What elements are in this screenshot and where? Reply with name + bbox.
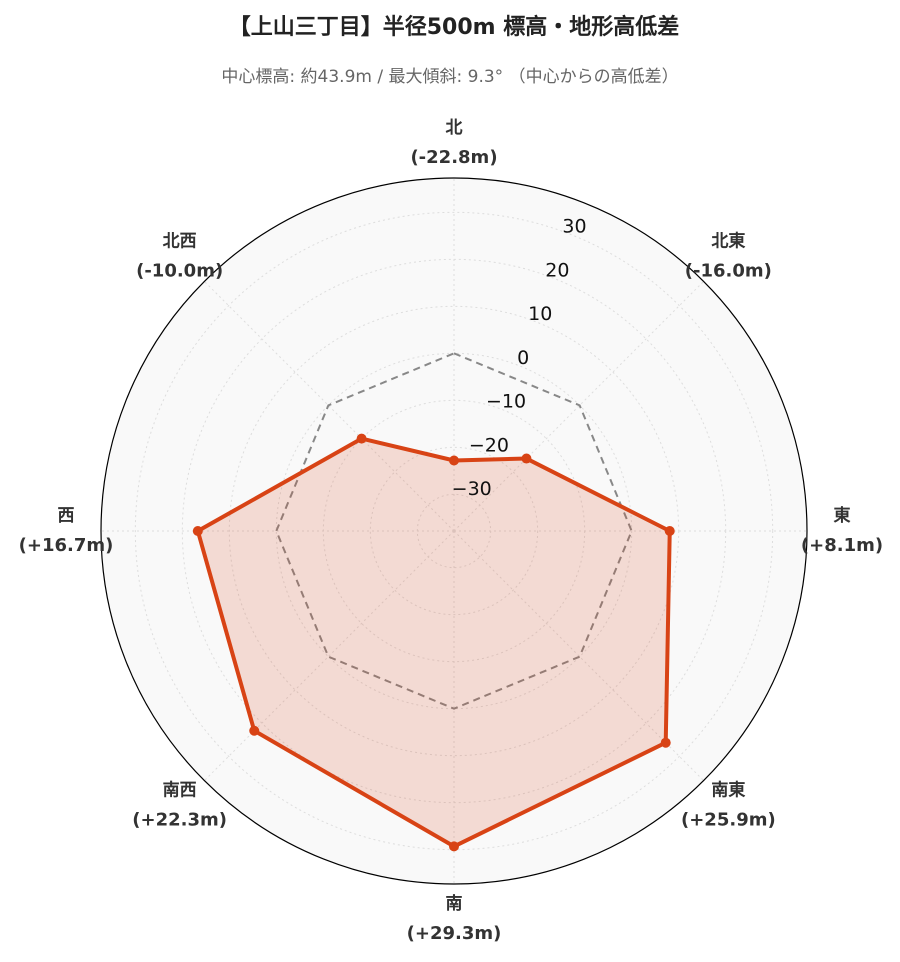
value-label: (+25.9m)	[681, 809, 776, 830]
spoke	[453, 530, 704, 781]
data-point	[521, 453, 532, 464]
r-tick-label: −20	[469, 434, 509, 456]
category-label: 西	[58, 506, 75, 526]
category-label: 南東	[711, 779, 745, 800]
value-label: (-16.0m)	[685, 261, 772, 282]
r-tick-label: −10	[486, 391, 526, 413]
data-point	[249, 725, 260, 736]
r-tick-label: −30	[452, 478, 492, 500]
data-point	[449, 455, 459, 466]
data-point	[664, 526, 675, 536]
category-label: 東	[834, 505, 851, 526]
grid-circle	[369, 446, 539, 616]
category-label: 北	[446, 118, 463, 138]
data-point	[449, 841, 459, 852]
value-label: (+29.3m)	[407, 923, 502, 944]
r-tick-label: 20	[545, 259, 569, 281]
spoke	[204, 530, 455, 781]
r-tick-label: 30	[562, 216, 586, 238]
data-point	[192, 526, 203, 536]
data-point	[356, 433, 367, 444]
spoke	[453, 281, 704, 532]
grid-circle	[228, 305, 680, 757]
value-label: (+8.1m)	[801, 535, 883, 556]
data-point	[660, 737, 671, 748]
value-label: (-10.0m)	[136, 261, 223, 282]
plot-border	[100, 177, 808, 885]
category-label: 北西	[163, 232, 197, 252]
category-label: 北東	[711, 231, 745, 252]
category-label: 南西	[163, 779, 197, 800]
chart-subtitle: 中心標高: 約43.9m / 最大傾斜: 9.3° （中心からの高低差）	[221, 67, 678, 87]
spoke	[204, 281, 455, 532]
category-label: 南	[446, 893, 463, 914]
value-label: (-22.8m)	[410, 147, 497, 168]
value-label: (+22.3m)	[132, 809, 227, 830]
r-tick-label: 0	[517, 347, 529, 369]
baseline	[275, 352, 633, 710]
value-label: (+16.7m)	[19, 535, 114, 556]
chart-title: 【上山三丁目】半径500m 標高・地形高低差	[229, 14, 680, 40]
r-tick-label: 10	[528, 303, 552, 325]
